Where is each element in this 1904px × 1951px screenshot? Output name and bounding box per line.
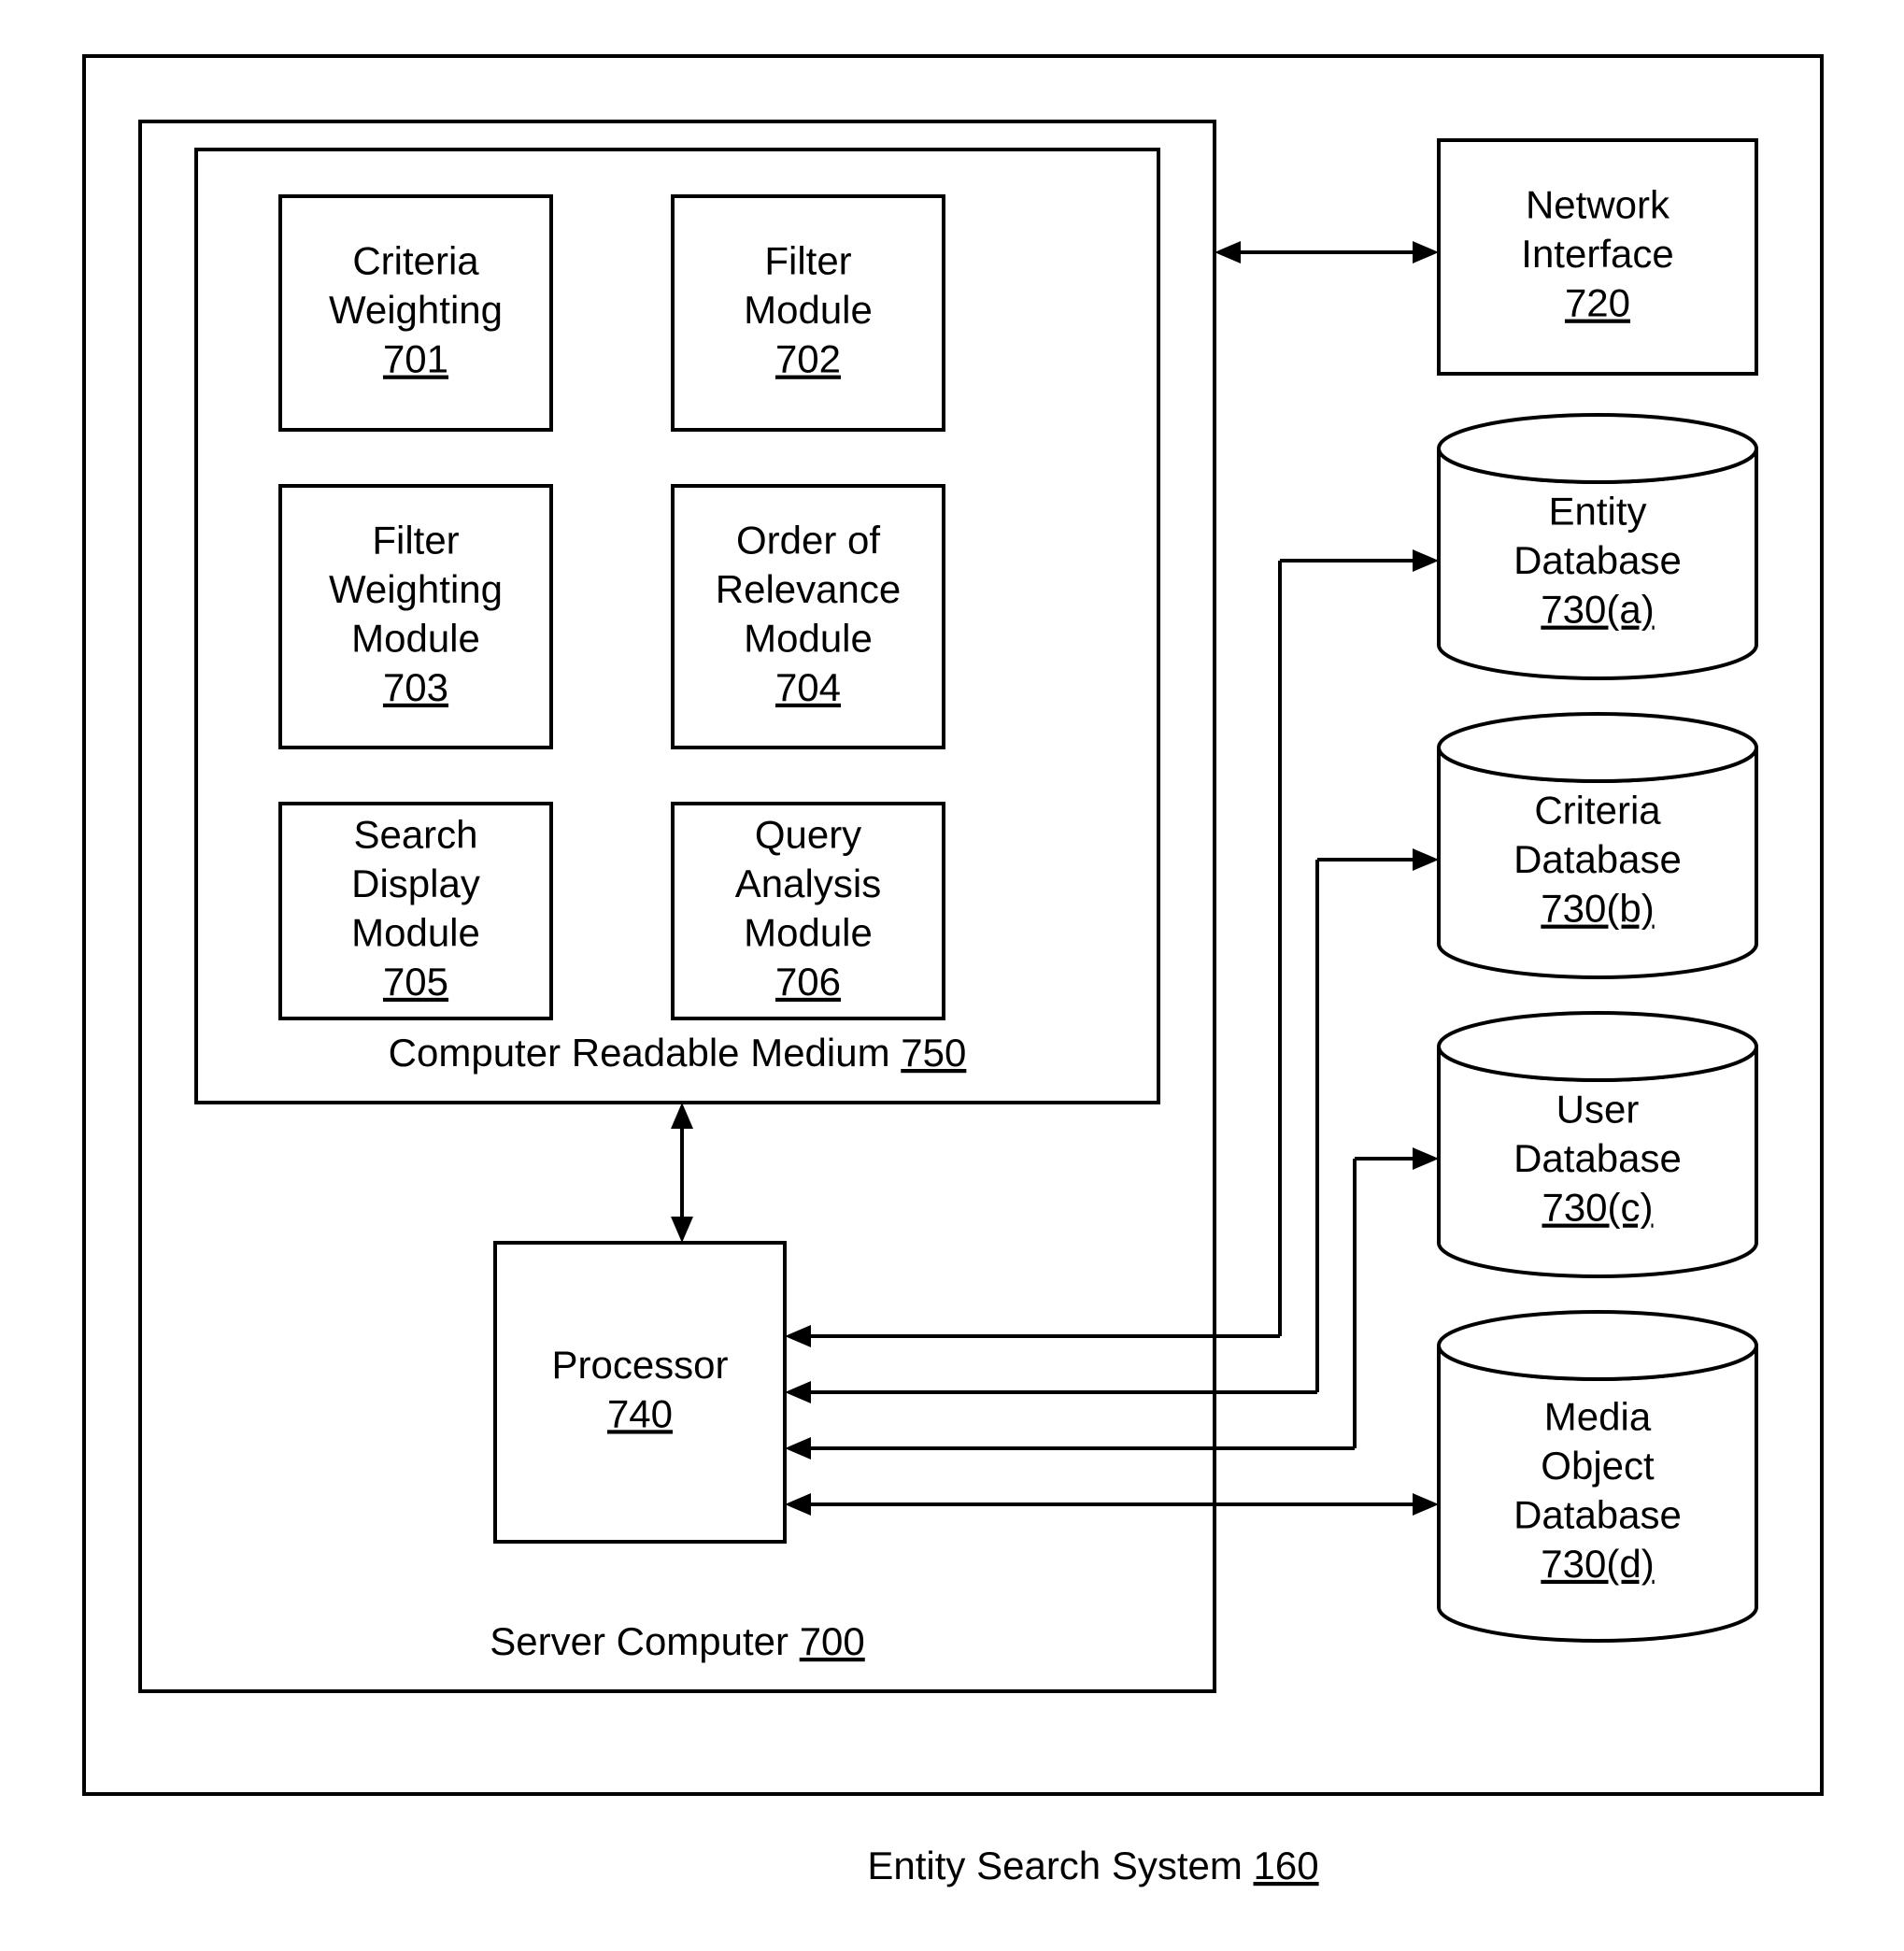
- processor-ref: 740: [607, 1391, 673, 1435]
- arrowhead: [785, 1381, 811, 1403]
- arrowhead: [1413, 1493, 1439, 1516]
- db_b-line: Database: [1513, 837, 1682, 881]
- db_c-ref: 730(c): [1542, 1186, 1653, 1230]
- processor-label: Processor: [551, 1343, 728, 1387]
- m703-line: Weighting: [329, 567, 503, 611]
- db_d-line: Media: [1544, 1394, 1652, 1438]
- m702-ref: 702: [775, 337, 841, 381]
- m701-line: Weighting: [329, 288, 503, 332]
- db_d-line: Object: [1541, 1444, 1655, 1488]
- m703-ref: 703: [383, 665, 448, 709]
- db_a-line: Entity: [1548, 490, 1646, 534]
- m706-line: Query: [755, 812, 861, 856]
- db_d-line: Database: [1513, 1492, 1682, 1536]
- entity-search-system-caption: Entity Search System 160: [867, 1844, 1318, 1887]
- db_a-line: Database: [1513, 538, 1682, 582]
- m706-line: Analysis: [735, 862, 881, 905]
- m706-line: Module: [744, 910, 873, 954]
- m704-line: Order of: [736, 518, 880, 562]
- network-interface-line: Interface: [1521, 232, 1673, 276]
- m701-line: Criteria: [352, 239, 479, 283]
- db_d-ref: 730(d): [1541, 1542, 1654, 1586]
- crm-caption: Computer Readable Medium 750: [389, 1031, 967, 1075]
- m703-line: Module: [351, 616, 480, 660]
- db_c-line: User: [1556, 1088, 1640, 1132]
- network-interface-ref: 720: [1565, 281, 1630, 325]
- db_b-line: Criteria: [1534, 789, 1661, 833]
- arrowhead: [1215, 241, 1241, 263]
- m705-ref: 705: [383, 960, 448, 1004]
- network-interface-line: Network: [1526, 183, 1670, 227]
- m703-line: Filter: [372, 518, 459, 562]
- m704-line: Relevance: [716, 567, 901, 611]
- m704-line: Module: [744, 616, 873, 660]
- arrowhead: [1413, 241, 1439, 263]
- arrowhead: [785, 1437, 811, 1460]
- m704-ref: 704: [775, 665, 841, 709]
- server-computer-caption: Server Computer 700: [490, 1619, 865, 1663]
- m705-line: Display: [351, 862, 480, 905]
- m706-ref: 706: [775, 960, 841, 1004]
- m705-line: Search: [353, 812, 477, 856]
- m701-ref: 701: [383, 337, 448, 381]
- db_a-ref: 730(a): [1541, 588, 1654, 632]
- m702-line: Filter: [764, 239, 851, 283]
- db_c-line: Database: [1513, 1136, 1682, 1180]
- arrowhead: [1413, 1147, 1439, 1170]
- arrowhead: [785, 1325, 811, 1347]
- arrowhead: [1413, 549, 1439, 572]
- arrowhead: [671, 1217, 693, 1243]
- server-computer-box: [140, 121, 1215, 1691]
- m705-line: Module: [351, 910, 480, 954]
- arrowhead: [671, 1103, 693, 1129]
- arrowhead: [1413, 848, 1439, 871]
- m702-line: Module: [744, 288, 873, 332]
- db_b-ref: 730(b): [1541, 887, 1654, 931]
- arrowhead: [785, 1493, 811, 1516]
